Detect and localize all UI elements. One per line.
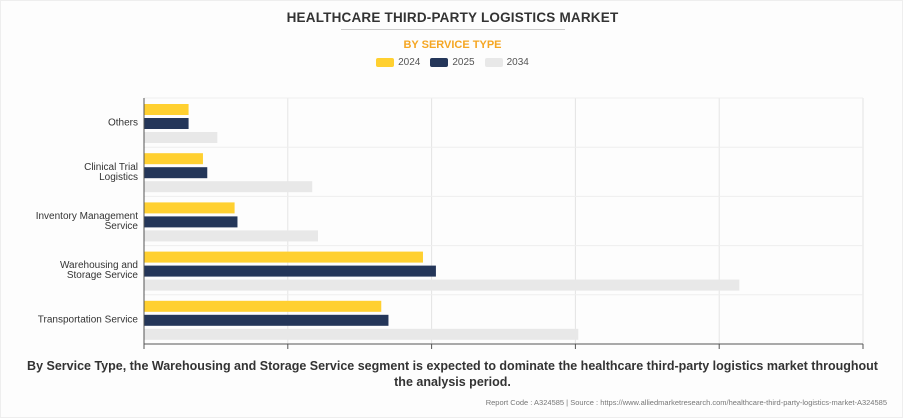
legend-item-2025[interactable]: 2025 bbox=[430, 57, 475, 68]
y-tick-label: Warehousing and Storage Service bbox=[60, 260, 138, 281]
bar-2034 bbox=[144, 230, 318, 242]
legend-swatch bbox=[430, 58, 449, 67]
y-tick-label: Clinical Trial Logistics bbox=[84, 162, 138, 183]
bar-2025 bbox=[144, 314, 389, 326]
bar-2034 bbox=[144, 328, 579, 340]
legend-item-2024[interactable]: 2024 bbox=[376, 57, 420, 68]
bar-2024 bbox=[144, 202, 235, 214]
y-tick-label: Transportation Service bbox=[38, 314, 139, 325]
bar-2025 bbox=[144, 265, 436, 277]
bar-2025 bbox=[144, 118, 189, 129]
legend: 2024 2025 2034 bbox=[1, 57, 902, 68]
bar-2025 bbox=[144, 167, 208, 179]
bar-2034 bbox=[144, 279, 740, 291]
caption: By Service Type, the Warehousing and Sto… bbox=[27, 359, 878, 389]
legend-item-2034[interactable]: 2034 bbox=[484, 57, 529, 68]
bar-2024 bbox=[144, 153, 203, 165]
bar-2034 bbox=[144, 132, 218, 143]
title-divider bbox=[341, 29, 565, 30]
bar-2025 bbox=[144, 216, 238, 228]
y-tick-label: Others bbox=[108, 118, 138, 129]
bar-2024 bbox=[144, 251, 423, 263]
y-tick-label: Inventory Management Service bbox=[36, 211, 139, 232]
legend-label: 2025 bbox=[452, 57, 475, 68]
legend-label: 2034 bbox=[506, 57, 529, 68]
chart-subtitle: BY SERVICE TYPE bbox=[403, 39, 502, 51]
source-note: Report Code : A324585 | Source : https:/… bbox=[485, 398, 887, 407]
bar-2024 bbox=[144, 300, 382, 312]
legend-swatch bbox=[376, 58, 395, 67]
bar-2024 bbox=[144, 104, 189, 115]
legend-label: 2024 bbox=[398, 57, 421, 68]
legend-swatch bbox=[484, 58, 503, 67]
bar-2034 bbox=[144, 181, 313, 193]
chart-title: HEALTHCARE THIRD-PARTY LOGISTICS MARKET bbox=[286, 10, 619, 25]
